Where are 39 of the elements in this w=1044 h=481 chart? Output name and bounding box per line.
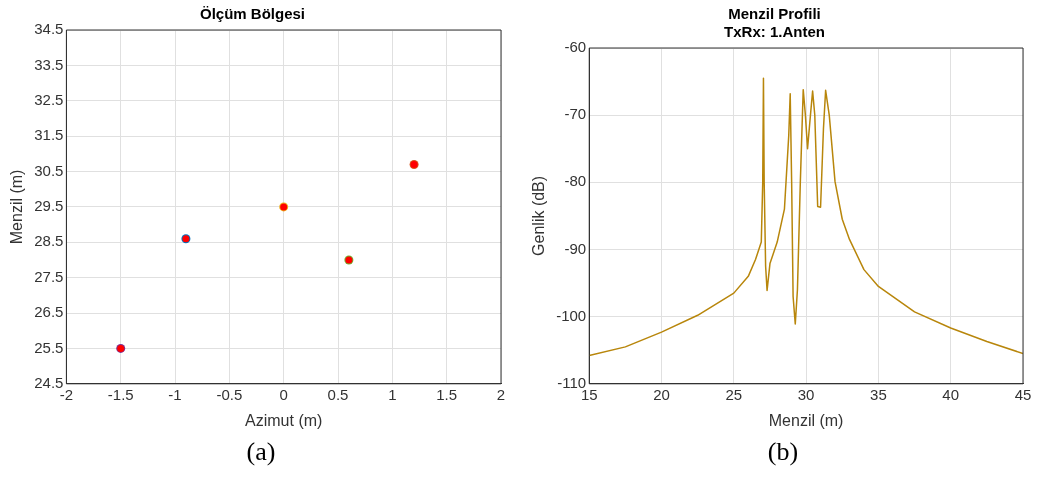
x-tick-label: -1.5 [107, 385, 134, 403]
y-axis-title: Menzil (m) [7, 169, 25, 245]
x-tick-label: 40 [941, 385, 959, 403]
y-tick-label: -60 [564, 38, 586, 56]
text: (a) [246, 437, 276, 467]
y-tick-label: 29.5 [33, 197, 63, 215]
y-tick-label: 25.5 [33, 338, 63, 356]
x-tick-label: 0 [279, 385, 288, 403]
x-tick-label: -0.5 [215, 385, 242, 403]
y-tick-label: 33.5 [33, 55, 63, 73]
y-tick-label: 24.5 [33, 373, 63, 391]
x-tick-label: 1 [387, 385, 397, 403]
y-tick-label: 28.5 [33, 232, 63, 250]
y-tick-label: -80 [564, 172, 586, 190]
y-tick-label: -100 [555, 306, 586, 324]
x-axis-title: Menzil (m) [768, 411, 843, 429]
y-tick-label: 31.5 [33, 126, 63, 144]
chart-subtitle: TxRx: 1.Anten [723, 23, 825, 41]
chart-title: Ölçüm Bölgesi [199, 5, 305, 23]
y-tick-label: 27.5 [33, 267, 63, 285]
y-tick-label: -90 [564, 239, 586, 257]
x-tick-label: 45 [1014, 385, 1031, 403]
y-tick-label: 34.5 [33, 20, 63, 38]
x-tick-label: 1.5 [435, 385, 457, 403]
x-tick-label: 0.5 [327, 385, 348, 403]
x-axis-title: Azimut (m) [244, 411, 322, 429]
y-tick-label: -70 [564, 105, 586, 123]
y-tick-label: 26.5 [33, 303, 63, 321]
y-tick-label: 32.5 [33, 90, 63, 108]
text: (b) [767, 437, 799, 467]
x-tick-label: 30 [797, 385, 814, 403]
x-tick-label: 35 [869, 385, 887, 403]
chart-title: Menzil Profili [727, 5, 821, 23]
y-axis-title: Genlik (dB) [529, 175, 547, 256]
x-tick-label: 2 [496, 385, 505, 403]
x-tick-label: -1 [167, 385, 182, 403]
x-tick-label: 20 [652, 385, 670, 403]
y-tick-label: 30.5 [33, 161, 63, 179]
x-tick-label: 25 [724, 385, 742, 403]
